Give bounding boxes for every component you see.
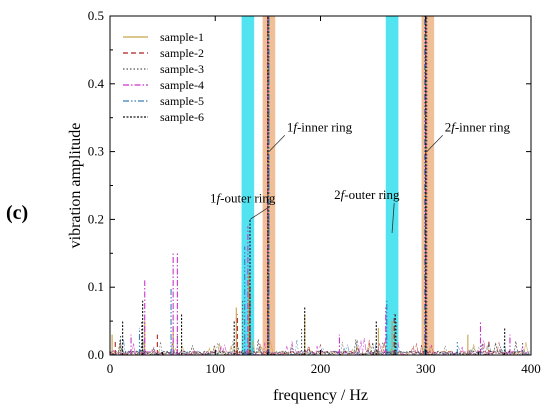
highlight-band-3 xyxy=(385,16,399,355)
annotation-3: 2f-outer ring xyxy=(334,187,400,202)
legend-label-sample-4: sample-4 xyxy=(160,78,204,92)
legend-label-sample-5: sample-5 xyxy=(160,94,204,108)
annotation-leader-3 xyxy=(391,203,395,233)
x-tick-label-100: 100 xyxy=(206,361,226,376)
y-tick-label-5: 0.5 xyxy=(88,8,104,23)
legend-label-sample-2: sample-2 xyxy=(160,46,204,60)
highlight-band-4 xyxy=(421,16,435,355)
series-sample-5 xyxy=(110,16,530,356)
highlight-band-1 xyxy=(241,16,255,355)
legend-label-sample-3: sample-3 xyxy=(160,62,204,76)
series-noise-sample-6 xyxy=(109,339,530,356)
series-noise-sample-5 xyxy=(110,338,530,356)
panel-label: (c) xyxy=(6,202,29,224)
x-axis-title: frequency / Hz xyxy=(273,387,368,404)
x-tick-label-400: 400 xyxy=(521,361,541,376)
y-tick-label-3: 0.3 xyxy=(88,144,104,159)
annotation-4: 2f-inner ring xyxy=(445,119,511,134)
y-axis-title: vibration amplitude xyxy=(67,123,84,249)
x-tick-label-200: 200 xyxy=(311,361,331,376)
annotation-2: 1f-inner ring xyxy=(287,119,353,134)
y-tick-label-1: 0.1 xyxy=(88,279,104,294)
y-tick-label-2: 0.2 xyxy=(88,211,104,226)
annotation-leader-2 xyxy=(268,134,286,152)
x-tick-label-0: 0 xyxy=(107,361,114,376)
annotation-1: 1f-outer ring xyxy=(210,190,276,205)
series-noise-sample-2 xyxy=(110,340,530,356)
legend-label-sample-1: sample-1 xyxy=(160,30,204,44)
x-tick-label-300: 300 xyxy=(416,361,436,376)
y-tick-label-0: 0.0 xyxy=(88,347,104,362)
y-tick-label-4: 0.4 xyxy=(88,76,105,91)
annotation-leader-4 xyxy=(426,134,443,152)
series-sample-6 xyxy=(109,16,530,356)
annotation-leader-1 xyxy=(249,206,271,220)
legend-label-sample-6: sample-6 xyxy=(160,110,204,124)
